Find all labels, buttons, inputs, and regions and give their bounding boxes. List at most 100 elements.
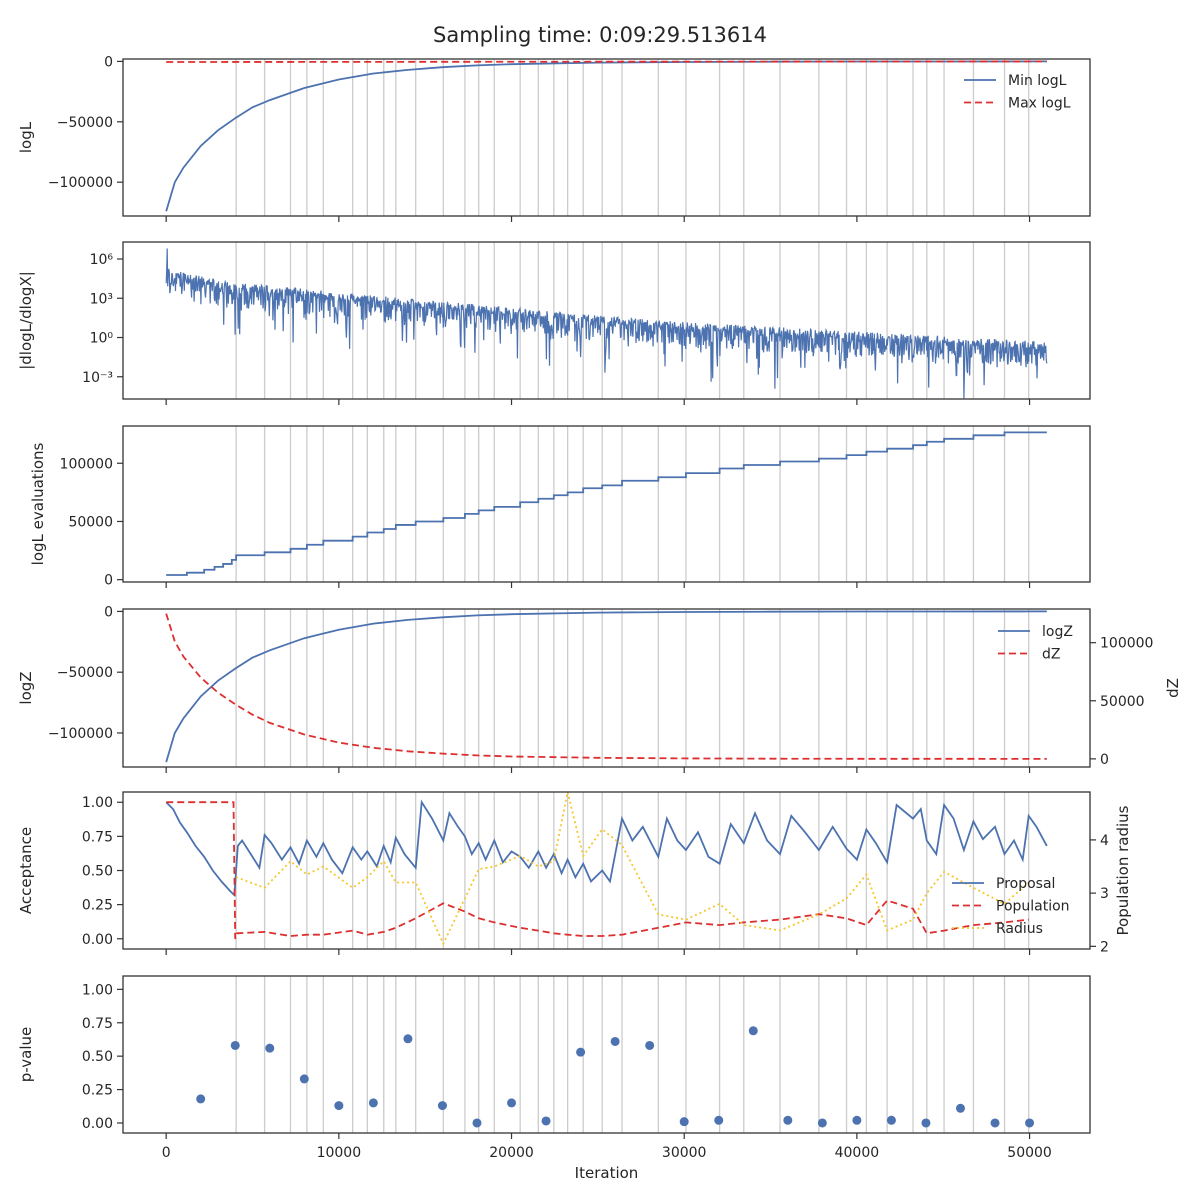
x-tick-label: 30000 <box>662 1145 707 1161</box>
data-point <box>472 1118 482 1128</box>
panel-2: 10⁶ 10³ 10⁰ 10⁻³ |dlogL/dlogX| <box>17 241 1091 405</box>
y-tick-label: −50000 <box>57 115 113 131</box>
y-tick-label: 0.75 <box>82 1016 113 1032</box>
axes-frame <box>122 58 1091 217</box>
y-tick-label: 0.75 <box>82 829 113 845</box>
panel-5: 1.00 0.75 0.50 0.25 0.00 Acceptance 4 3 2 Populat… <box>17 791 1132 955</box>
y-axis-label: logZ <box>17 671 35 704</box>
data-point <box>1025 1118 1035 1128</box>
y-tick-label: 0.50 <box>82 864 113 880</box>
data-point <box>645 1040 655 1050</box>
data-point <box>852 1115 862 1125</box>
data-point <box>921 1118 931 1128</box>
data-point <box>541 1116 551 1126</box>
x-tick-label: 10000 <box>317 1145 362 1161</box>
data-point <box>368 1098 378 1108</box>
legend-label: Min logL <box>1008 73 1067 89</box>
axes-frame <box>122 791 1091 950</box>
derivative-series <box>165 248 1048 399</box>
data-point <box>679 1117 689 1127</box>
y-tick-label: 0.50 <box>82 1049 113 1065</box>
y-tick-label: −100000 <box>48 175 113 191</box>
y-tick-label: 1.00 <box>82 795 113 811</box>
vertical-lines <box>235 242 1030 399</box>
y-tick-label: 10⁶ <box>90 252 114 268</box>
y2-axis-label: dZ <box>1164 678 1182 698</box>
y2-tick-label: 3 <box>1100 886 1109 902</box>
series-group <box>165 248 1048 399</box>
series-group <box>165 792 1048 946</box>
data-point <box>714 1115 724 1125</box>
series-group <box>165 610 1047 763</box>
evaluations-series <box>166 431 1047 576</box>
legend-label: Max logL <box>1008 96 1071 112</box>
y-tick-label: 0 <box>104 573 113 589</box>
y-tick-label: 50000 <box>68 514 113 530</box>
dz-line <box>165 613 1047 760</box>
x-tick-label: 40000 <box>835 1145 880 1161</box>
y-tick-label: 10³ <box>90 291 113 307</box>
data-point <box>886 1115 896 1125</box>
y-tick-label: 0.00 <box>82 932 113 948</box>
legend: Min logL Max logL <box>964 73 1071 112</box>
data-point <box>196 1094 206 1104</box>
panel-1: 0 −50000 −100000 logL Min logL Max logL <box>17 54 1091 222</box>
series-group <box>166 431 1047 576</box>
y-axis-label: logL evaluations <box>29 442 47 565</box>
legend: Proposal Population Radius <box>952 876 1070 937</box>
data-point <box>990 1118 1000 1128</box>
data-point <box>507 1098 517 1108</box>
y2-tick-label: 100000 <box>1100 636 1153 652</box>
y-axis-label: logL <box>17 121 35 153</box>
max-logl-line <box>166 60 1047 63</box>
axes-frame <box>122 241 1091 400</box>
logz-line <box>165 610 1047 763</box>
y-tick-label: −50000 <box>57 665 113 681</box>
y-tick-label: −100000 <box>48 726 113 742</box>
legend: logZ dZ <box>998 624 1073 663</box>
data-point <box>403 1034 413 1044</box>
vertical-lines <box>235 976 1030 1133</box>
y-tick-label: 1.00 <box>82 982 113 998</box>
y-axis-label: p-value <box>17 1027 35 1083</box>
y-tick-label: 100000 <box>60 456 113 472</box>
population-line <box>166 801 1029 940</box>
y-tick-label: 0.00 <box>82 1116 113 1132</box>
x-axis-label: Iteration <box>575 1164 639 1182</box>
panels: 0 −50000 −100000 logL Min logL Max logL 10⁶ 10³… <box>17 54 1182 1182</box>
y-tick-label: 0.25 <box>82 898 113 914</box>
proposal-line <box>165 799 1048 898</box>
y-tick-label: 0 <box>104 54 113 70</box>
x-tick-label: 0 <box>162 1145 171 1161</box>
y-tick-label: 10⁰ <box>90 331 114 347</box>
data-point <box>783 1115 793 1125</box>
figure-title: Sampling time: 0:09:29.513614 <box>433 23 767 47</box>
legend-label: Population <box>996 899 1070 915</box>
vertical-lines <box>235 792 1030 949</box>
series-group <box>165 60 1047 212</box>
y-axis-label: |dlogL/dlogX| <box>17 271 35 370</box>
panel-3: 100000 50000 0 logL evaluations <box>29 425 1091 589</box>
legend-label: Proposal <box>996 876 1055 892</box>
y2-axis-label: Population radius <box>1114 805 1132 935</box>
panel-4: 0 −50000 −100000 logZ 100000 50000 0 dZ logZ dZ <box>17 604 1182 773</box>
y-tick-label: 0 <box>104 604 113 620</box>
axes-frame <box>122 425 1091 583</box>
series-group <box>196 1026 1035 1128</box>
y2-tick-label: 4 <box>1100 833 1109 849</box>
data-point <box>437 1101 447 1111</box>
data-point <box>610 1036 620 1046</box>
y-tick-label: 10⁻³ <box>82 370 113 386</box>
data-point <box>817 1118 827 1128</box>
data-point <box>955 1103 965 1113</box>
legend-label: logZ <box>1042 624 1073 640</box>
panel-6: 1.00 0.75 0.50 0.25 0.00 p-value 0 10000 20000 30… <box>17 975 1091 1161</box>
min-logl-line <box>165 60 1047 212</box>
axes-frame <box>122 608 1091 768</box>
y2-tick-label: 0 <box>1100 752 1109 768</box>
vertical-lines <box>235 59 1030 216</box>
legend-label: Radius <box>996 921 1043 937</box>
radius-line <box>235 792 1030 946</box>
